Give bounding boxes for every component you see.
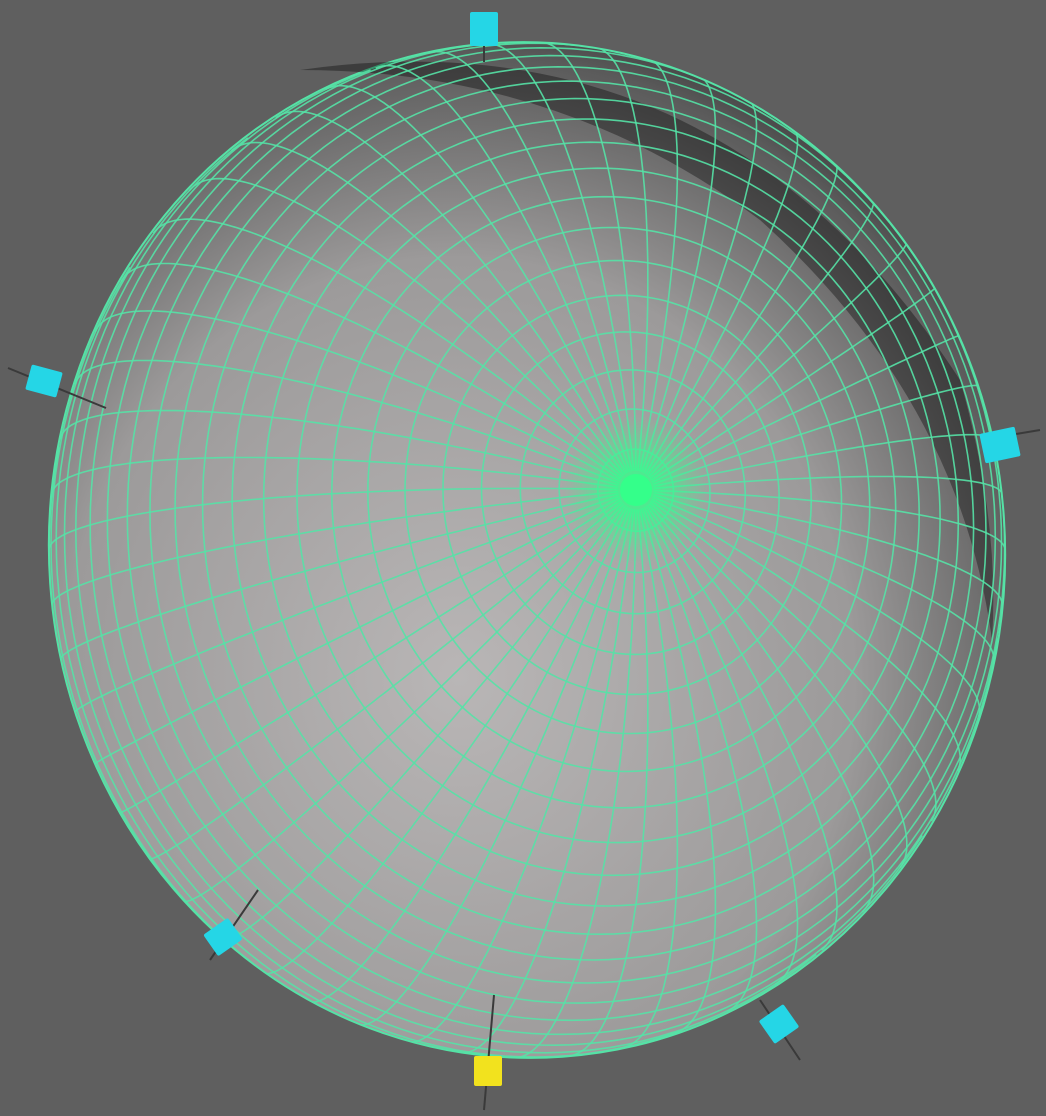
- mesh-meridian: [653, 494, 995, 662]
- mesh-meridian: [653, 489, 1006, 552]
- mesh-meridian: [74, 359, 620, 484]
- mesh-meridian: [650, 500, 937, 822]
- mesh-meridian: [651, 498, 962, 772]
- control-handle-bottom-left[interactable]: [203, 918, 242, 957]
- mesh-meridian: [647, 503, 875, 913]
- mesh-meridian: [639, 57, 679, 472]
- mesh-meridian: [51, 490, 619, 606]
- mesh-meridian: [647, 198, 875, 478]
- mesh-meridian: [539, 41, 637, 471]
- wireframe-mesh: [48, 41, 1006, 1059]
- mesh-meridian: [230, 141, 626, 476]
- mesh-meridian: [512, 509, 637, 1059]
- sphere-body[interactable]: [15, 10, 1040, 1090]
- pole-center: [620, 474, 652, 506]
- control-handle-bottom-right[interactable]: [759, 1004, 800, 1044]
- mesh-meridian: [652, 496, 981, 717]
- mesh-meridian: [180, 502, 624, 903]
- mesh-meridian: [48, 487, 619, 551]
- mesh-meridian: [117, 499, 622, 815]
- mesh-meridian: [649, 240, 908, 480]
- mesh-ring: [55, 137, 681, 1058]
- mesh-meridian: [188, 177, 624, 477]
- mesh-meridian: [73, 495, 620, 714]
- control-handle-top[interactable]: [470, 12, 498, 46]
- mesh-meridian: [649, 501, 908, 869]
- stem-right: [1015, 429, 1041, 435]
- mesh-meridian: [259, 505, 628, 975]
- mesh-ring: [63, 69, 817, 1054]
- mesh-ring: [74, 41, 923, 1047]
- mesh-meridian: [404, 508, 633, 1043]
- mesh-meridian: [641, 508, 717, 1034]
- stem-bottom: [483, 994, 495, 1111]
- mesh-meridian: [646, 160, 838, 476]
- mesh-meridian: [641, 74, 717, 473]
- control-handle-left[interactable]: [25, 364, 63, 398]
- mesh-meridian: [642, 507, 758, 1013]
- mesh-meridian: [325, 84, 629, 473]
- mesh-meridian: [93, 497, 621, 765]
- mesh-meridian: [59, 493, 619, 661]
- mesh-meridian: [59, 409, 619, 486]
- mesh-meridian: [146, 500, 623, 861]
- mesh-meridian: [642, 97, 758, 474]
- mesh-meridian: [375, 64, 631, 472]
- mesh-meridian: [483, 42, 635, 471]
- mesh-meridian: [305, 506, 629, 1003]
- mesh-meridian: [152, 218, 623, 479]
- mesh-meridian: [622, 508, 679, 1049]
- mesh-meridian: [120, 262, 622, 480]
- mesh-meridian: [644, 126, 799, 475]
- mesh-meridian: [353, 507, 631, 1026]
- mesh-meridian: [653, 475, 1003, 495]
- mesh-meridian: [644, 506, 799, 985]
- mesh-meridian: [566, 509, 649, 1057]
- mesh-meridian: [275, 110, 628, 474]
- mesh-meridian: [593, 46, 649, 472]
- mesh-meridian: [653, 491, 1004, 607]
- mesh-meridian: [94, 310, 621, 482]
- mesh-meridian: [651, 334, 961, 483]
- mesh-meridian: [430, 50, 633, 472]
- mesh-meridian: [457, 509, 635, 1054]
- mesh-meridian: [218, 504, 626, 941]
- control-handle-bottom[interactable]: [474, 1056, 502, 1086]
- mesh-meridian: [51, 456, 619, 495]
- mesh-meridian: [650, 286, 937, 481]
- mesh-meridian: [646, 504, 838, 951]
- mesh-meridian: [652, 384, 981, 485]
- control-handle-right[interactable]: [979, 426, 1021, 464]
